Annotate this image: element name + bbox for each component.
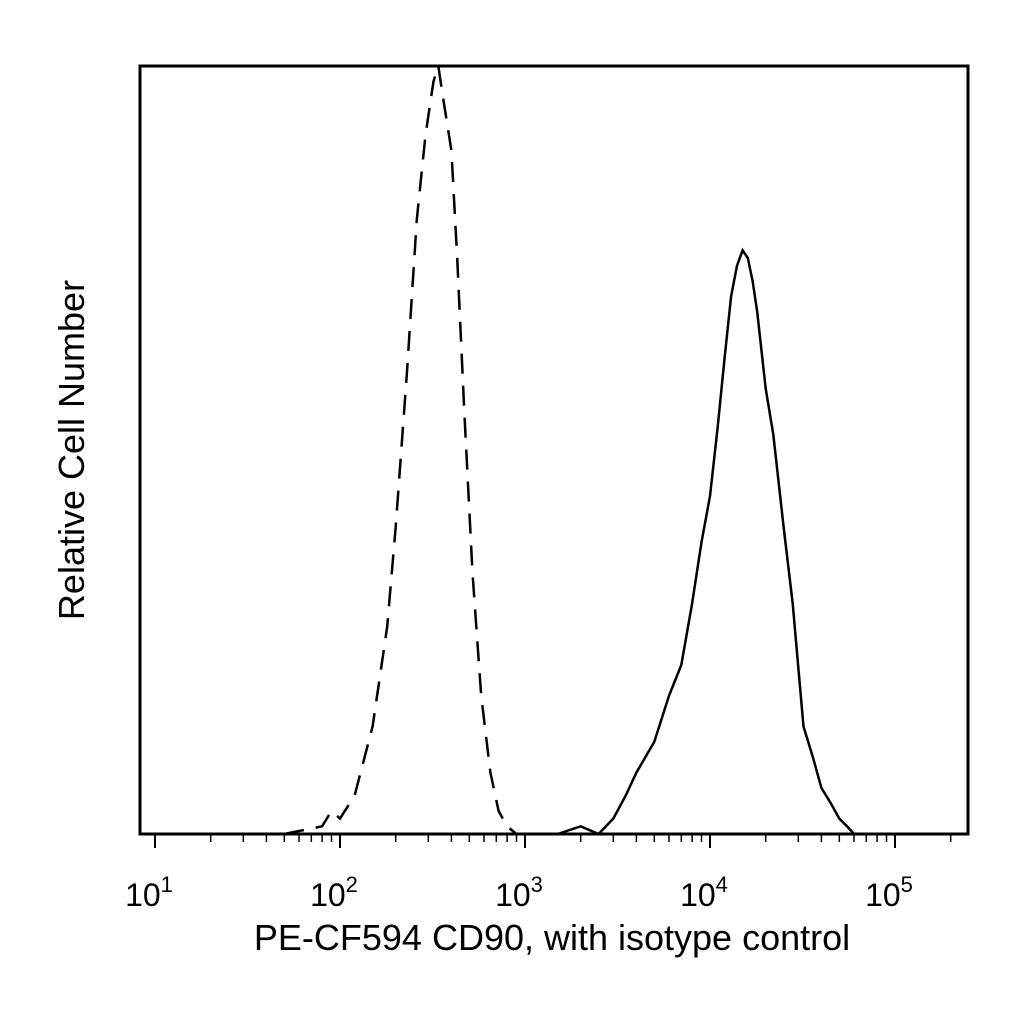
plot-frame xyxy=(138,64,970,836)
y-axis-label: Relative Cell Number xyxy=(51,280,92,620)
x-tick-label: 105 xyxy=(865,872,913,913)
isotype-control-curve xyxy=(284,65,518,836)
cd90-stained-curve xyxy=(557,247,861,836)
x-axis-label: PE-CF594 CD90, with isotype control xyxy=(254,917,850,958)
x-axis-ticks xyxy=(154,834,952,848)
x-axis-tick-labels: 101 102 103 104 105 xyxy=(125,872,913,913)
histogram-curves xyxy=(284,65,861,836)
x-tick-label: 102 xyxy=(310,872,358,913)
x-tick-label: 101 xyxy=(125,872,173,913)
x-tick-label: 103 xyxy=(495,872,543,913)
x-tick-label: 104 xyxy=(680,872,728,913)
